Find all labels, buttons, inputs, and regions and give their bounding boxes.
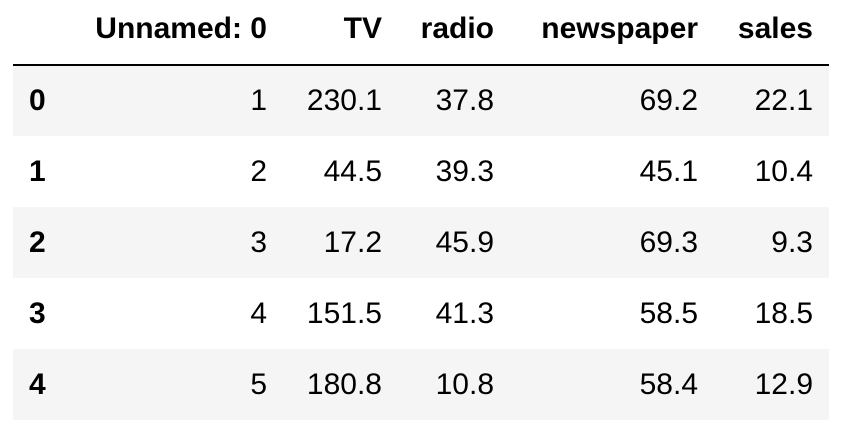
row-index: 0: [29, 84, 46, 117]
cell-radio: 41.3: [435, 296, 494, 330]
cell-unnamed: 4: [250, 296, 267, 330]
cell-sales: 18.5: [754, 296, 813, 330]
cell-sales: 9.3: [771, 225, 813, 259]
table-body: 0 1 230.1 37.8 69.2 22.1 1 2 44.5 39.3 4…: [13, 65, 829, 420]
cell-unnamed: 3: [250, 225, 267, 259]
cell-radio: 37.8: [435, 84, 494, 117]
table-row: 0 1 230.1 37.8 69.2 22.1: [13, 65, 829, 136]
cell-unnamed: 2: [250, 154, 267, 188]
cell-newspaper: 69.2: [639, 84, 698, 117]
cell-sales: 10.4: [754, 154, 813, 188]
cell-newspaper: 58.5: [639, 296, 698, 330]
cell-newspaper: 58.4: [639, 367, 698, 401]
column-header-tv: TV: [283, 0, 398, 66]
cell-tv: 180.8: [306, 367, 382, 401]
table-header: Unnamed: 0 TV radio newspaper sales: [13, 0, 829, 66]
row-index: 3: [29, 296, 46, 330]
row-index: 2: [29, 225, 46, 259]
cell-sales: 22.1: [754, 84, 813, 117]
header-row: Unnamed: 0 TV radio newspaper sales: [13, 0, 829, 66]
table-row: 2 3 17.2 45.9 69.3 9.3: [13, 207, 829, 278]
column-header-sales: sales: [714, 0, 829, 66]
cell-sales: 12.9: [754, 367, 813, 401]
cell-tv: 44.5: [323, 154, 382, 188]
cell-unnamed: 1: [250, 84, 267, 117]
cell-radio: 10.8: [435, 367, 494, 401]
cell-unnamed: 5: [250, 367, 267, 401]
cell-radio: 39.3: [435, 154, 494, 188]
dataframe-table: Unnamed: 0 TV radio newspaper sales 0 1 …: [13, 0, 829, 420]
index-header: [13, 0, 69, 66]
column-header-radio: radio: [398, 0, 510, 66]
cell-tv: 151.5: [306, 296, 382, 330]
column-header-newspaper: newspaper: [510, 0, 714, 66]
row-index: 1: [29, 154, 46, 188]
cell-radio: 45.9: [435, 225, 494, 259]
table-row: 1 2 44.5 39.3 45.1 10.4: [13, 136, 829, 207]
column-header-unnamed: Unnamed: 0: [69, 0, 283, 66]
table-row: 3 4 151.5 41.3 58.5 18.5: [13, 278, 829, 349]
cell-tv: 17.2: [323, 225, 382, 259]
row-index: 4: [29, 367, 46, 401]
cell-newspaper: 69.3: [639, 225, 698, 259]
cell-newspaper: 45.1: [639, 154, 698, 188]
table-row: 4 5 180.8 10.8 58.4 12.9: [13, 349, 829, 420]
cell-tv: 230.1: [306, 84, 382, 117]
